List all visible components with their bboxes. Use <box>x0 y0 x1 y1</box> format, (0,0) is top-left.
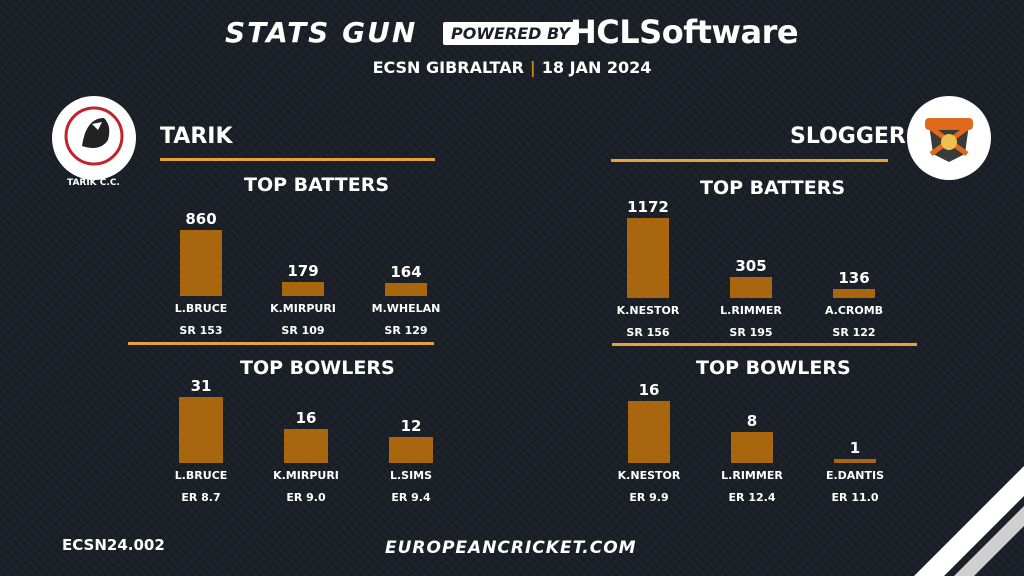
left-bowl-bar-1 <box>179 397 223 463</box>
right-bat-value-1: 1172 <box>627 198 669 216</box>
left-bowl-bar-2 <box>284 429 328 463</box>
left-section-divider <box>128 342 434 345</box>
right-bowl-player-1: K.NESTOR <box>617 469 681 482</box>
left-bat-rate-1: SR 153 <box>179 324 223 337</box>
right-bowl-value-1: 16 <box>638 381 660 399</box>
left-bat-bar-2 <box>282 282 324 296</box>
left-bat-bar-1 <box>180 230 222 296</box>
left-bat-player-3: M.WHELAN <box>371 302 441 315</box>
website-link[interactable]: EUROPEANCRICKET.COM <box>385 538 637 558</box>
right-bat-value-2: 305 <box>735 257 767 275</box>
left-team-divider <box>160 158 435 161</box>
right-bat-value-3: 136 <box>838 269 870 287</box>
left-bowl-value-3: 12 <box>400 417 422 435</box>
right-bat-bar-3 <box>833 289 875 298</box>
tarik-logo-caption: TARIK C.C. <box>67 178 120 188</box>
left-bowl-value-2: 16 <box>295 409 317 427</box>
right-bat-player-3: A.CROMB <box>824 304 884 317</box>
left-bat-rate-3: SR 129 <box>384 324 428 337</box>
right-bowl-player-2: L.RIMMER <box>721 469 783 482</box>
stats-gun-title: STATS GUN <box>225 16 418 49</box>
right-bowl-rate-1: ER 9.9 <box>629 491 669 504</box>
left-bowl-player-2: K.MIRPURI <box>273 469 339 482</box>
right-bowl-value-3: 1 <box>849 439 861 457</box>
right-bowlers-title: TOP BOWLERS <box>696 357 851 379</box>
right-team-name: SLOGGERS <box>790 124 922 149</box>
right-bat-bar-2 <box>730 277 772 298</box>
right-bat-player-1: K.NESTOR <box>616 304 680 317</box>
corner-decoration <box>914 466 1024 576</box>
right-team-divider <box>611 159 888 162</box>
right-batters-title: TOP BATTERS <box>700 177 846 199</box>
right-bowl-bar-3 <box>834 459 876 463</box>
left-bowl-bar-3 <box>389 437 433 463</box>
separator: | <box>529 58 536 77</box>
left-bat-bar-3 <box>385 283 427 296</box>
right-bat-player-2: L.RIMMER <box>720 304 782 317</box>
right-bowl-rate-2: ER 12.4 <box>728 491 776 504</box>
event-name: ECSN GIBRALTAR <box>372 58 524 77</box>
event-date: 18 JAN 2024 <box>541 58 652 77</box>
powered-by-badge: POWERED BY <box>443 22 578 45</box>
right-bowl-player-3: E.DANTIS <box>825 469 885 482</box>
left-bowl-rate-3: ER 9.4 <box>391 491 431 504</box>
right-bat-rate-1: SR 156 <box>626 326 670 339</box>
left-bat-value-2: 179 <box>287 262 319 280</box>
right-bowl-bar-1 <box>628 401 670 463</box>
event-subtitle: ECSN GIBRALTAR | 18 JAN 2024 <box>0 58 1024 77</box>
left-bowl-player-3: L.SIMS <box>389 469 433 482</box>
tarik-logo <box>52 96 136 180</box>
left-bowl-rate-2: ER 9.0 <box>286 491 326 504</box>
left-bat-rate-2: SR 109 <box>281 324 325 337</box>
left-team-name: TARIK <box>160 124 233 149</box>
left-bat-player-1: L.BRUCE <box>174 302 228 315</box>
left-bat-value-3: 164 <box>390 263 422 281</box>
left-bowl-rate-1: ER 8.7 <box>181 491 221 504</box>
left-bowlers-title: TOP BOWLERS <box>240 357 395 379</box>
right-bowl-bar-2 <box>731 432 773 463</box>
left-bat-value-1: 860 <box>185 210 217 228</box>
right-bat-rate-3: SR 122 <box>832 326 876 339</box>
post-code: ECSN24.002 <box>62 536 165 554</box>
sloggers-logo <box>907 96 991 180</box>
left-bowl-value-1: 31 <box>190 377 212 395</box>
left-bowl-player-1: L.BRUCE <box>174 469 228 482</box>
right-bowl-value-2: 8 <box>746 412 758 430</box>
right-section-divider <box>612 343 917 346</box>
left-bat-player-2: K.MIRPURI <box>270 302 336 315</box>
right-bat-bar-1 <box>627 218 669 298</box>
left-batters-title: TOP BATTERS <box>244 174 390 196</box>
right-bowl-rate-3: ER 11.0 <box>831 491 879 504</box>
right-bat-rate-2: SR 195 <box>729 326 773 339</box>
sponsor-logo-text: HCLSoftware <box>570 13 799 51</box>
